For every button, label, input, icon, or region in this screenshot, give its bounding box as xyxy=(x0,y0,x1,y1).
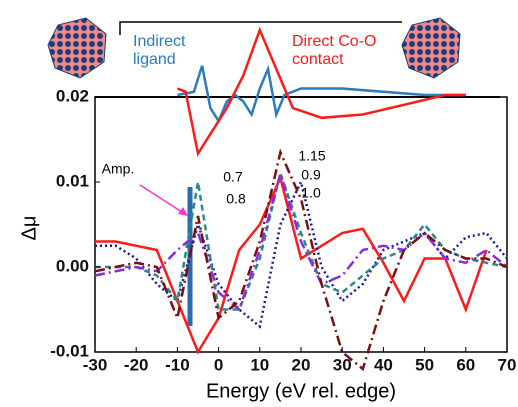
series-line xyxy=(177,64,466,124)
x-tick-label: 20 xyxy=(292,355,311,374)
x-tick-label: 0 xyxy=(214,355,223,374)
arrow-head xyxy=(178,207,188,216)
y-tick-label: 0.02 xyxy=(56,86,89,105)
x-tick-label: 50 xyxy=(415,355,434,374)
x-tick-label: -10 xyxy=(165,355,190,374)
series-line xyxy=(95,173,488,355)
series-line xyxy=(94,168,508,312)
x-axis-label: Energy (eV rel. edge) xyxy=(206,380,396,402)
y-axis-label: Δμ xyxy=(18,216,40,241)
inset-label: Indirect xyxy=(133,33,186,50)
series-line xyxy=(94,148,508,372)
inset-label: contact xyxy=(292,51,344,68)
annotation: 1.0 xyxy=(301,185,321,201)
y-tick-label: -0.01 xyxy=(50,341,89,360)
annotation: 1.15 xyxy=(298,148,325,164)
inset-frame xyxy=(119,21,402,35)
inset-label: ligand xyxy=(133,51,176,68)
x-tick-label: -20 xyxy=(124,355,149,374)
series-line xyxy=(95,178,508,329)
annotation: Amp. xyxy=(102,161,135,177)
inset-label: Direct Co-O xyxy=(292,33,376,50)
annotation: 0.8 xyxy=(226,191,246,207)
annotation: 0.9 xyxy=(301,167,321,183)
nanoparticle-icon xyxy=(401,17,461,79)
series-line xyxy=(176,26,466,157)
x-tick-label: 60 xyxy=(456,355,475,374)
arrow xyxy=(139,184,186,215)
y-tick-label: 0.00 xyxy=(56,256,89,275)
x-tick-label: 40 xyxy=(374,355,393,374)
x-tick-label: 30 xyxy=(333,355,352,374)
x-tick-label: 70 xyxy=(498,355,517,374)
x-tick-label: -30 xyxy=(83,355,108,374)
x-tick-label: 10 xyxy=(250,355,269,374)
plot-frame xyxy=(94,96,508,353)
y-tick-label: 0.01 xyxy=(56,171,89,190)
nanoparticle-icon xyxy=(47,17,107,79)
annotation: 0.7 xyxy=(223,169,243,185)
